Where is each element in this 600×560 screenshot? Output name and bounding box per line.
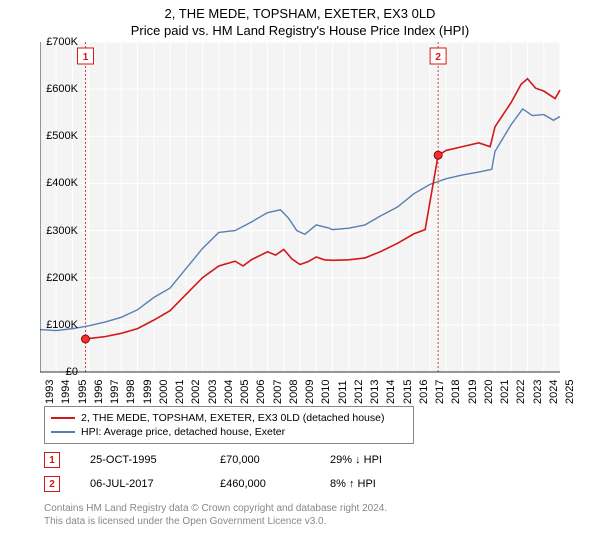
x-tick-label: 2020: [483, 380, 495, 404]
x-tick-label: 2012: [353, 380, 365, 404]
y-tick-label: £600K: [46, 83, 78, 95]
x-tick-label: 2016: [418, 380, 430, 404]
transaction-price: £70,000: [220, 454, 300, 466]
x-tick-label: 2011: [337, 380, 349, 404]
legend-swatch: [51, 431, 75, 433]
y-tick-label: £200K: [46, 272, 78, 284]
x-tick-label: 1996: [93, 380, 105, 404]
legend-label: 2, THE MEDE, TOPSHAM, EXETER, EX3 0LD (d…: [81, 412, 384, 424]
svg-text:2: 2: [435, 52, 441, 63]
footnote: Contains HM Land Registry data © Crown c…: [44, 492, 600, 528]
transaction-delta: 8% ↑ HPI: [330, 478, 376, 490]
x-tick-label: 2018: [450, 380, 462, 404]
x-tick-label: 2002: [190, 380, 202, 404]
transaction-date: 25-OCT-1995: [90, 454, 190, 466]
y-tick-label: £100K: [46, 319, 78, 331]
y-tick-label: £500K: [46, 130, 78, 142]
y-tick-label: £400K: [46, 177, 78, 189]
x-tick-label: 2003: [207, 380, 219, 404]
legend: 2, THE MEDE, TOPSHAM, EXETER, EX3 0LD (d…: [44, 406, 414, 444]
x-tick-label: 1994: [60, 380, 72, 404]
x-tick-label: 2004: [223, 380, 235, 404]
title-subtitle: Price paid vs. HM Land Registry's House …: [0, 21, 600, 42]
x-tick-label: 2023: [532, 380, 544, 404]
x-tick-label: 1998: [125, 380, 137, 404]
x-tick-label: 2013: [369, 380, 381, 404]
transaction-date: 06-JUL-2017: [90, 478, 190, 490]
transaction-marker: 1: [44, 452, 60, 468]
transaction-price: £460,000: [220, 478, 300, 490]
transaction-row: 1 25-OCT-1995 £70,000 29% ↓ HPI: [44, 444, 600, 468]
x-tick-label: 1997: [109, 380, 121, 404]
x-tick-label: 2008: [288, 380, 300, 404]
y-tick-label: £0: [66, 366, 78, 378]
footnote-line1: Contains HM Land Registry data © Crown c…: [44, 502, 600, 515]
x-tick-label: 2024: [548, 380, 560, 404]
x-tick-label: 1995: [77, 380, 89, 404]
x-tick-label: 1999: [142, 380, 154, 404]
y-tick-label: £300K: [46, 225, 78, 237]
x-tick-label: 2007: [272, 380, 284, 404]
legend-item: HPI: Average price, detached house, Exet…: [51, 425, 407, 439]
transaction-delta: 29% ↓ HPI: [330, 454, 382, 466]
x-tick-label: 2015: [402, 380, 414, 404]
x-tick-label: 2014: [385, 380, 397, 404]
legend-swatch: [51, 417, 75, 419]
transaction-row: 2 06-JUL-2017 £460,000 8% ↑ HPI: [44, 468, 600, 492]
footnote-line2: This data is licensed under the Open Gov…: [44, 515, 600, 528]
x-tick-label: 2010: [320, 380, 332, 404]
legend-item: 2, THE MEDE, TOPSHAM, EXETER, EX3 0LD (d…: [51, 411, 407, 425]
x-tick-label: 2005: [239, 380, 251, 404]
title-address: 2, THE MEDE, TOPSHAM, EXETER, EX3 0LD: [0, 0, 600, 21]
x-tick-label: 2019: [467, 380, 479, 404]
x-tick-label: 2022: [515, 380, 527, 404]
x-tick-label: 2000: [158, 380, 170, 404]
x-tick-label: 2009: [304, 380, 316, 404]
svg-text:1: 1: [83, 52, 89, 63]
x-tick-label: 2006: [255, 380, 267, 404]
legend-label: HPI: Average price, detached house, Exet…: [81, 426, 285, 438]
x-tick-label: 2021: [499, 380, 511, 404]
x-tick-label: 2025: [564, 380, 576, 404]
x-tick-label: 2001: [174, 380, 186, 404]
y-tick-label: £700K: [46, 36, 78, 48]
transaction-marker: 2: [44, 476, 60, 492]
chart: 12 £0£100K£200K£300K£400K£500K£600K£700K…: [40, 42, 600, 402]
x-tick-label: 2017: [434, 380, 446, 404]
x-tick-label: 1993: [44, 380, 56, 404]
